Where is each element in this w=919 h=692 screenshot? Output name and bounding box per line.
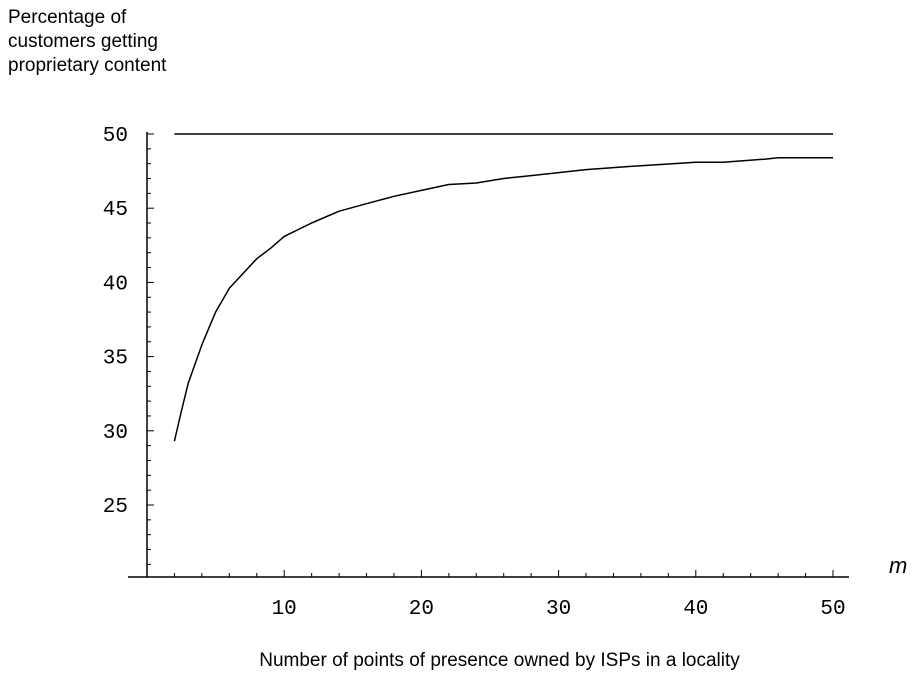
series-group — [173, 133, 833, 442]
x-variable-label: m — [889, 553, 908, 578]
series-line-curve — [173, 156, 833, 442]
x-tick-label: 30 — [546, 598, 571, 621]
y-tick-label: 35 — [103, 348, 128, 371]
ticks-group: 10 20 30 40 50 25 30 35 40 45 50 — [103, 125, 846, 621]
y-tick-label: 45 — [103, 199, 128, 222]
x-axis-title-text: Number of points of presence owned by IS… — [259, 650, 740, 671]
x-tick-label: 40 — [683, 598, 708, 621]
y-axis-title: Percentage of customers getting propriet… — [8, 7, 167, 76]
x-axis-title: Number of points of presence owned by IS… — [0, 650, 919, 672]
y-tick-label: 30 — [103, 422, 128, 445]
y-tick-label: 50 — [103, 125, 128, 148]
x-tick-label: 10 — [272, 598, 297, 621]
y-tick-label: 40 — [103, 273, 128, 296]
axes — [128, 132, 849, 578]
x-tick-label: 50 — [820, 598, 845, 621]
x-tick-label: 20 — [409, 598, 434, 621]
y-tick-label: 25 — [103, 496, 128, 519]
